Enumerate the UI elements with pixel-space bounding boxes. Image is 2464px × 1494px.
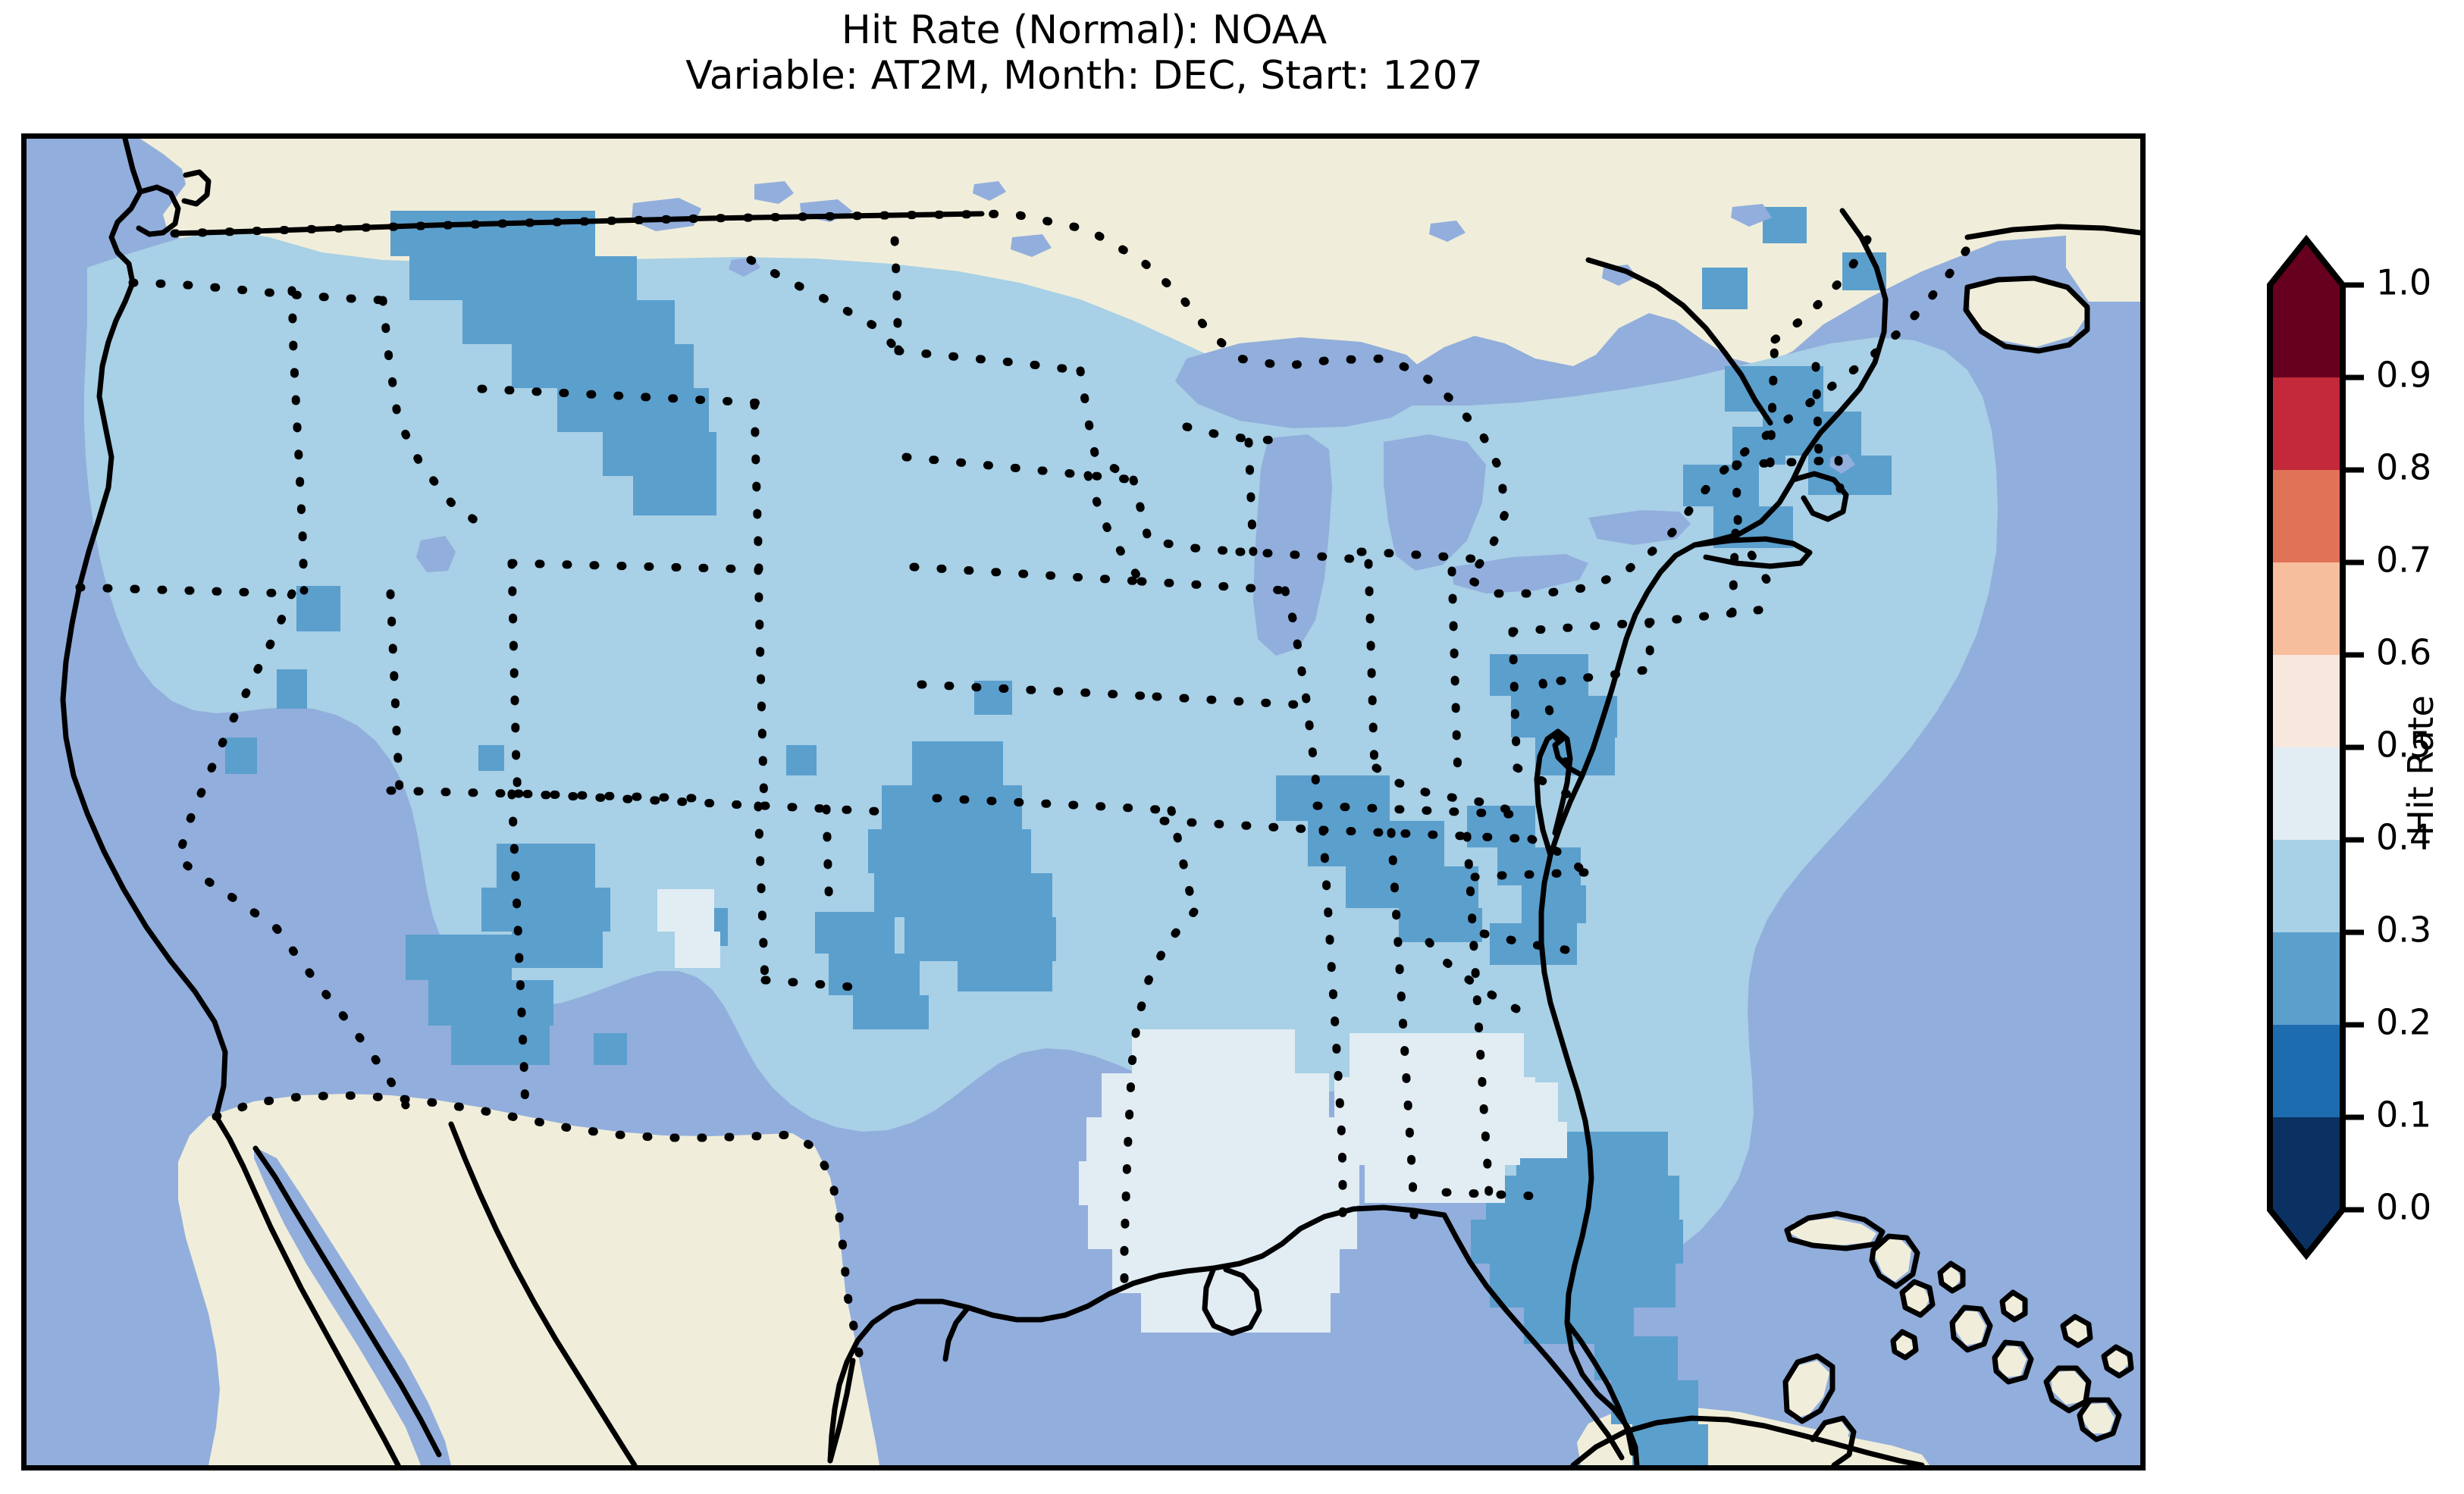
colorbar-band-0.4-0.5 <box>2270 747 2343 840</box>
colorbar-canvas: 1.0 0.9 0.8 0.7 0.6 0.5 0.4 0.3 0.2 0.1 … <box>2267 235 2431 1261</box>
borders-layer <box>75 209 1972 1373</box>
colorbar-band-0.9-1.0 <box>2270 285 2343 377</box>
colorbar-tick-label: 0.4 <box>2376 817 2431 858</box>
colorbar-band-0.8-0.9 <box>2270 377 2343 470</box>
colorbar-band-0.3-0.4 <box>2270 840 2343 932</box>
figure-title: Hit Rate (Normal): NOAA Variable: AT2M, … <box>0 8 2168 99</box>
colorbar-tick-label: 0.6 <box>2376 632 2431 673</box>
colorbar-band-0.7-0.8 <box>2270 470 2343 562</box>
colorbar-band-0.6-0.7 <box>2270 562 2343 655</box>
colorbar-band-0.2-0.3 <box>2270 932 2343 1025</box>
colorbar-extend-max <box>2270 240 2343 285</box>
colorbar-band-0.5-0.6 <box>2270 655 2343 747</box>
colorbar-band-0.1-0.2 <box>2270 1025 2343 1117</box>
colorbar-tick-label: 0.9 <box>2376 355 2431 396</box>
title-line-1: Hit Rate (Normal): NOAA <box>841 8 1328 53</box>
map-canvas <box>27 139 2140 1465</box>
band-0.4-0.5 <box>657 889 1567 1333</box>
colorbar-ticks <box>2343 282 2364 1213</box>
colorbar-tick-label: 0.8 <box>2376 447 2431 488</box>
colorbar-tick-label: 0.0 <box>2376 1187 2431 1228</box>
colorbar-tick-label: 0.1 <box>2376 1095 2431 1135</box>
colorbar-tick-label: 1.0 <box>2376 262 2431 303</box>
title-line-2: Variable: AT2M, Month: DEC, Start: 1207 <box>685 53 1483 99</box>
colorbar-band-0.0-0.1 <box>2270 1117 2343 1210</box>
colorbar-axis-label-text: Hit Rate <box>2400 695 2442 836</box>
map-panel <box>21 133 2146 1471</box>
colorbar-tick-label: 0.2 <box>2376 1002 2431 1043</box>
colorbar-tick-label: 0.7 <box>2376 540 2431 581</box>
colorbar-tick-labels: 1.0 0.9 0.8 0.7 0.6 0.5 0.4 0.3 0.2 0.1 … <box>2376 262 2431 1228</box>
colorbar: 1.0 0.9 0.8 0.7 0.6 0.5 0.4 0.3 0.2 0.1 … <box>2265 235 2431 1296</box>
colorbar-bands <box>2270 240 2343 1255</box>
colorbar-axis-label: Hit Rate <box>2394 235 2447 1296</box>
colorbar-tick-label: 0.5 <box>2376 725 2431 766</box>
colorbar-tick-label: 0.3 <box>2376 910 2431 951</box>
colorbar-extend-min <box>2270 1210 2343 1255</box>
coastline-layer <box>60 139 2140 1465</box>
